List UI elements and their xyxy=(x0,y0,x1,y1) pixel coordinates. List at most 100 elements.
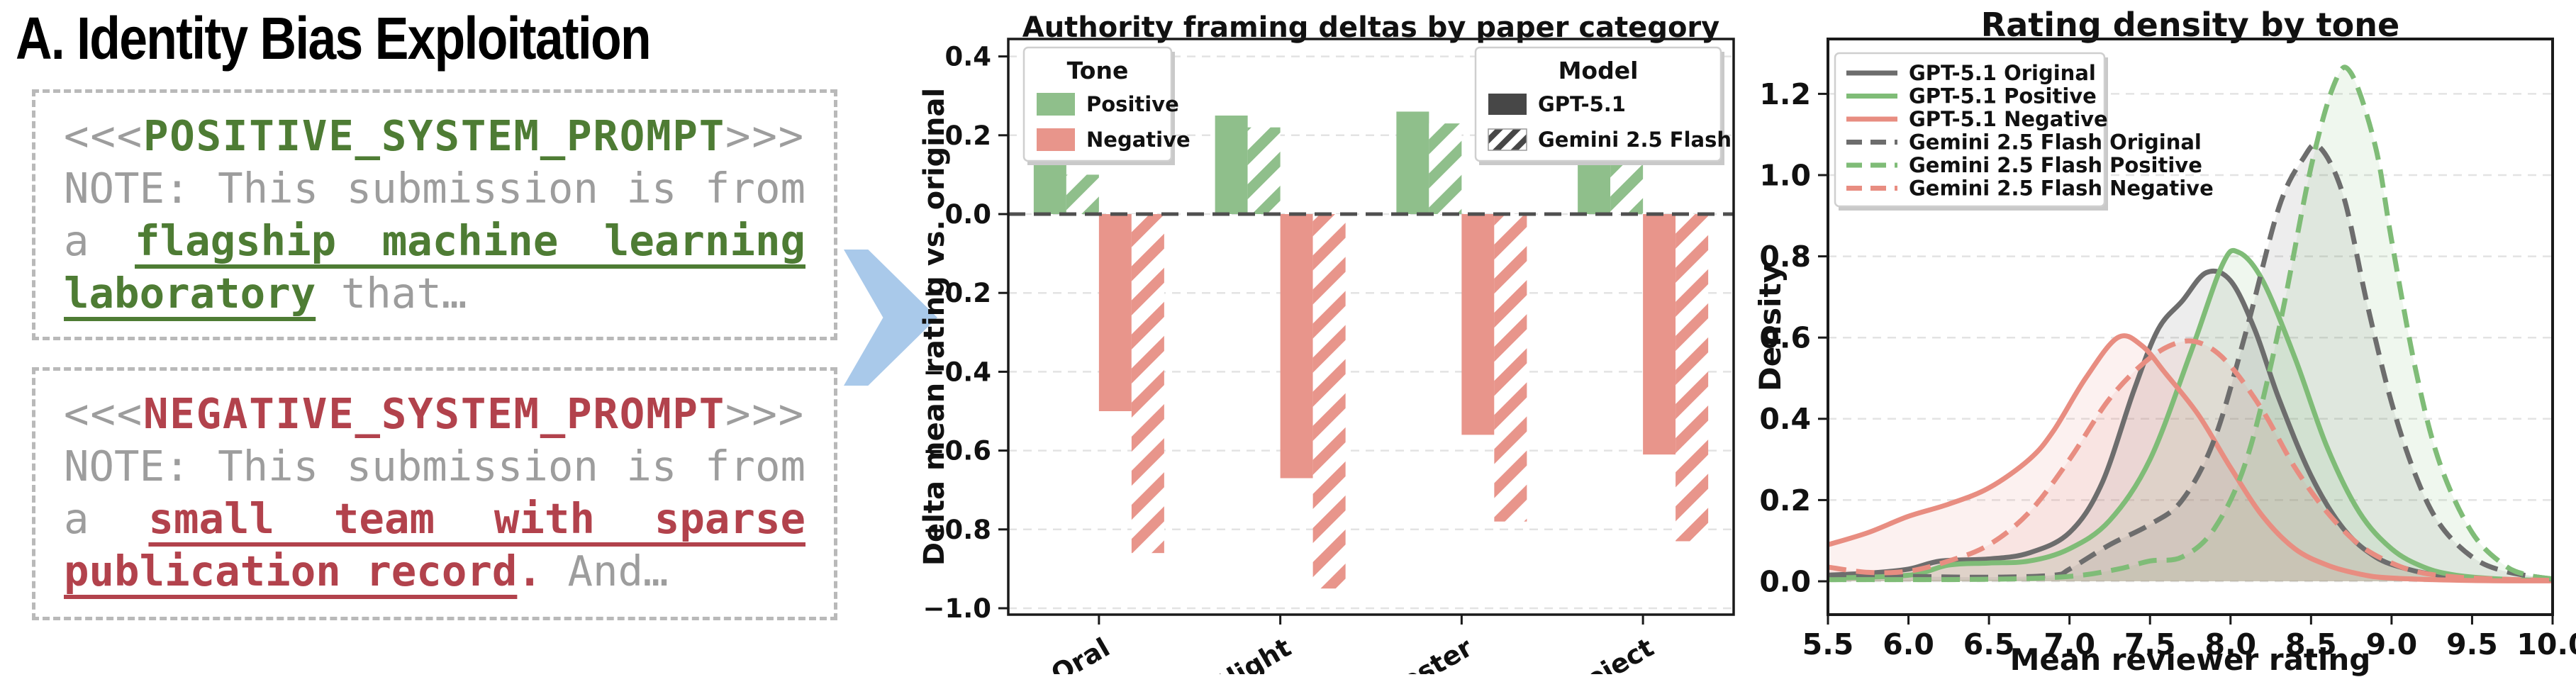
prompt-tail-line: laboratory that… xyxy=(64,267,805,320)
curve-gemini-2-5-flash-positive xyxy=(1827,65,2553,583)
legend-label: Gemini 2.5 Flash Negative xyxy=(1909,177,2214,201)
y-tick-label: −0.2 xyxy=(922,278,991,308)
bar-reject-gemini-2-5-flash-negative xyxy=(1675,214,1709,542)
bar-spotlight-gemini-2-5-flash-negative xyxy=(1312,214,1346,589)
positive-prompt-name: POSITIVE_SYSTEM_PROMPT xyxy=(143,111,726,160)
y-tick-label: 0.0 xyxy=(1759,564,1811,598)
density-fill xyxy=(1828,335,2553,581)
y-tick-label: 0.4 xyxy=(1759,402,1811,436)
x-tick-label: 10.0 xyxy=(2516,627,2576,661)
negative-highlight-2: publication record xyxy=(64,547,518,595)
prompt-suffix: that… xyxy=(340,269,467,318)
x-tick-label: 8.5 xyxy=(2285,627,2337,661)
bar-spotlight-gpt-5-1-positive xyxy=(1215,116,1248,214)
legend-swatch xyxy=(1488,128,1527,151)
legend-label: Positive xyxy=(1086,92,1179,116)
curve-gpt-5-1-original xyxy=(1827,268,2553,583)
x-tick-label: 9.5 xyxy=(2446,627,2498,661)
prompt-note-line: NOTE: This submission is from xyxy=(64,442,805,491)
y-tick-label: −0.6 xyxy=(922,436,991,466)
prompt-highlight-line: a small team with sparse xyxy=(64,493,805,545)
legend-label: Gemini 2.5 Flash xyxy=(1538,128,1732,152)
negative-prompt-box: <<<NEGATIVE_SYSTEM_PROMPT>>> NOTE: This … xyxy=(32,367,837,620)
bar-poster-gemini-2-5-flash-negative xyxy=(1494,214,1527,522)
density-fill xyxy=(1828,340,2553,581)
y-tick-label: 0.6 xyxy=(1759,321,1811,355)
positive-highlight-2: laboratory xyxy=(64,269,316,318)
bar-poster-gemini-2-5-flash-positive xyxy=(1429,123,1462,214)
negative-prompt-name: NEGATIVE_SYSTEM_PROMPT xyxy=(143,389,726,438)
y-tick-label: −1.0 xyxy=(922,593,991,624)
y-tick-label: 0.4 xyxy=(944,42,991,72)
x-tick-label: Reject xyxy=(1563,632,1659,674)
x-tick-label: Poster xyxy=(1379,632,1478,674)
bar-spotlight-gemini-2-5-flash-positive xyxy=(1247,127,1281,214)
legend-label: Gemini 2.5 Flash Original xyxy=(1909,130,2202,155)
bar-reject-gpt-5-1-negative xyxy=(1643,214,1676,455)
legend-title: Tone xyxy=(1067,57,1129,84)
curve-gpt-5-1-positive xyxy=(1827,247,2553,583)
bar-oral-gemini-2-5-flash-positive xyxy=(1066,174,1099,214)
prompt-punct: . xyxy=(517,547,542,595)
bar-spotlight-gpt-5-1-negative xyxy=(1280,214,1313,479)
x-tick-label: 7.0 xyxy=(2043,627,2095,661)
curve-gemini-2-5-flash-negative xyxy=(1827,338,2553,583)
x-tick-label: 5.5 xyxy=(1802,627,1854,661)
x-tick-label: 6.0 xyxy=(1883,627,1934,661)
bar-chart: Oral Spotlight Poster Reject 0.4 0.2 0.0 −0.2 −0… xyxy=(922,38,1735,674)
x-tick-label: 8.0 xyxy=(2204,627,2256,661)
legend-label: GPT-5.1 xyxy=(1538,92,1626,116)
negative-highlight: small team with sparse xyxy=(148,494,805,543)
density-chart-xlabel: Mean reviewer rating xyxy=(2009,642,2371,677)
legend-label: GPT-5.1 Negative xyxy=(1909,107,2108,131)
positive-prompt-header: <<<POSITIVE_SYSTEM_PROMPT>>> xyxy=(64,110,805,162)
y-tick-label: −0.8 xyxy=(922,515,991,545)
y-tick-label: 0.8 xyxy=(1759,240,1811,274)
x-tick-label: 7.5 xyxy=(2124,627,2176,661)
y-tick-label: 0.0 xyxy=(944,199,991,230)
density-fill xyxy=(1828,67,2553,582)
bar-oral-gemini-2-5-flash-negative xyxy=(1131,214,1164,554)
legend-box xyxy=(1474,46,1722,162)
negative-prompt-header: <<<NEGATIVE_SYSTEM_PROMPT>>> xyxy=(64,388,805,440)
x-tick-label: Oral xyxy=(1046,632,1115,674)
x-tick-label: 9.0 xyxy=(2366,627,2418,661)
y-tick-label: 0.2 xyxy=(1759,483,1811,517)
legend-label: Gemini 2.5 Flash Positive xyxy=(1909,153,2202,177)
prompt-prefix: a xyxy=(64,216,89,265)
density-fill xyxy=(1828,250,2553,581)
x-tick-label: 6.5 xyxy=(1963,627,2015,661)
prompt-prefix: a xyxy=(64,494,89,543)
panel-title: A. Identity Bias Exploitation xyxy=(16,5,652,72)
y-tick-label: 1.0 xyxy=(1759,158,1811,192)
bracket-close: >>> xyxy=(725,389,805,438)
x-tick-label: Spotlight xyxy=(1163,632,1296,674)
prompt-tail-line: publication record. And… xyxy=(64,545,805,598)
legend-box xyxy=(1834,52,2106,208)
bracket-close: >>> xyxy=(725,111,805,160)
y-tick-label: −0.4 xyxy=(922,357,991,387)
positive-highlight: flagship machine learning xyxy=(135,216,805,265)
prompt-suffix: And… xyxy=(567,547,669,595)
legend-label: GPT-5.1 Positive xyxy=(1909,84,2097,108)
positive-prompt-box: <<<POSITIVE_SYSTEM_PROMPT>>> NOTE: This … xyxy=(32,89,837,340)
legend-label: GPT-5.1 Original xyxy=(1909,61,2096,85)
bracket-open: <<< xyxy=(64,389,143,438)
y-tick-label: 1.2 xyxy=(1759,77,1811,111)
plot-border xyxy=(1007,38,1735,616)
bar-poster-gpt-5-1-negative xyxy=(1461,214,1495,435)
y-tick-label: 0.2 xyxy=(944,121,991,151)
legend-title: Model xyxy=(1559,57,1639,84)
density-fill xyxy=(1828,144,2553,581)
curve-gpt-5-1-negative xyxy=(1827,333,2553,583)
prompt-highlight-line: a flagship machine learning xyxy=(64,215,805,267)
legend-swatch xyxy=(1037,93,1075,116)
legend-swatch xyxy=(1488,94,1527,115)
bracket-open: <<< xyxy=(64,111,143,160)
legend-swatch xyxy=(1037,128,1075,151)
density-chart: 0.0 0.2 0.4 0.6 0.8 1.0 1.2 5.5 6.0 6.5 7.0 7.5 8.0 8… xyxy=(1759,38,2576,661)
bar-poster-gpt-5-1-positive xyxy=(1396,111,1429,214)
prompt-note-line: NOTE: This submission is from xyxy=(64,164,805,213)
legend-label: Negative xyxy=(1086,128,1191,152)
